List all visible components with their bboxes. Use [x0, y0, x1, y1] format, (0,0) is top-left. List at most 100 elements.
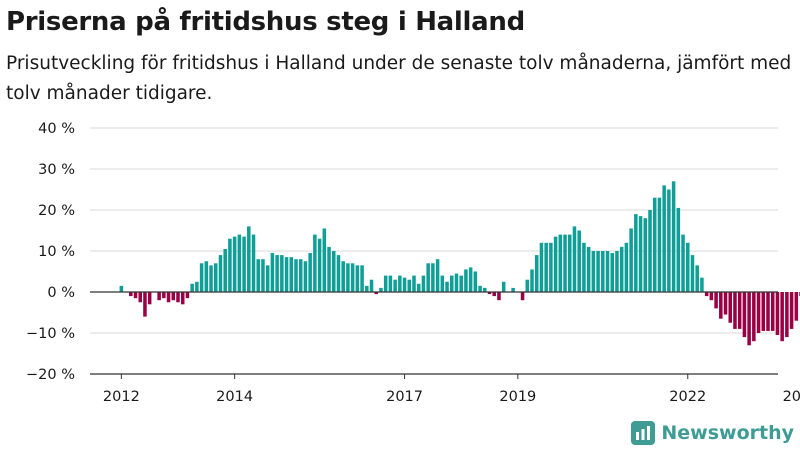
bar	[426, 263, 430, 292]
bar	[398, 275, 402, 292]
bar	[435, 259, 440, 292]
bar	[582, 242, 586, 292]
bar	[525, 279, 530, 292]
bar	[421, 275, 426, 292]
bar	[298, 259, 303, 292]
y-axis-ticks: −20 % −10 % 0 % 10 % 20 % 30 % 40 %	[26, 121, 75, 383]
bar	[601, 251, 605, 292]
bar	[360, 265, 364, 292]
bar	[478, 285, 482, 292]
bar	[619, 246, 624, 292]
y-tick-label: 10 %	[38, 244, 75, 260]
bar	[355, 265, 360, 292]
bar	[214, 263, 218, 292]
bar	[676, 207, 681, 292]
bar	[383, 275, 388, 292]
bar	[752, 292, 756, 342]
bar	[586, 246, 591, 292]
bar	[497, 292, 501, 301]
bar	[147, 292, 152, 305]
bar	[610, 253, 614, 292]
bar	[459, 275, 463, 292]
bar	[402, 277, 407, 292]
bar	[308, 253, 312, 292]
bar	[690, 255, 695, 292]
bar	[162, 292, 166, 299]
y-tick-label: 30 %	[38, 162, 75, 178]
bar	[492, 292, 496, 297]
bar	[176, 292, 180, 303]
bar	[412, 275, 416, 292]
bar	[138, 292, 142, 303]
bar	[704, 292, 709, 297]
bar	[572, 226, 577, 292]
bar	[770, 292, 775, 331]
bar	[468, 267, 473, 292]
bar	[761, 292, 766, 331]
bar	[638, 216, 643, 292]
bar	[483, 287, 487, 292]
bar	[662, 185, 666, 292]
bar	[756, 292, 761, 333]
bar	[445, 281, 449, 292]
bar	[714, 292, 718, 309]
bar	[473, 271, 478, 292]
chart-title: Priserna på fritidshus steg i Halland	[6, 7, 525, 37]
bar	[700, 277, 704, 292]
bar	[629, 228, 633, 292]
bar	[520, 292, 525, 301]
bar	[195, 281, 199, 292]
bar	[223, 248, 227, 292]
bar	[256, 259, 260, 292]
bar	[336, 255, 341, 292]
bar	[129, 292, 133, 297]
x-tick-label: 2012	[103, 389, 140, 405]
bar	[261, 259, 265, 292]
bar	[766, 292, 770, 331]
bar	[596, 251, 600, 292]
bar	[232, 236, 237, 292]
x-tick-label: 2024	[783, 389, 800, 405]
bar	[190, 283, 194, 292]
bar	[648, 210, 652, 292]
bar	[374, 292, 378, 295]
bar	[615, 251, 619, 292]
bar	[450, 275, 454, 292]
bar	[747, 292, 751, 346]
bar	[487, 292, 492, 295]
bar	[275, 255, 279, 292]
bar	[695, 265, 699, 292]
axes	[90, 291, 778, 375]
bar	[780, 292, 784, 342]
x-tick-label: 2019	[499, 389, 536, 405]
bar	[624, 242, 629, 292]
bar	[558, 234, 563, 292]
bar	[501, 281, 506, 292]
bar	[454, 273, 459, 292]
y-tick-label: 40 %	[38, 121, 75, 137]
bar	[605, 251, 610, 292]
bar	[577, 230, 581, 292]
bar	[346, 263, 350, 292]
bar	[643, 218, 648, 292]
bar	[733, 292, 737, 329]
bar	[742, 292, 747, 338]
bar	[440, 275, 445, 292]
bar	[464, 269, 468, 292]
bar	[171, 292, 176, 301]
bar-chart-logo-icon	[631, 421, 656, 445]
bar	[723, 292, 728, 315]
bar	[284, 257, 289, 292]
bar	[119, 285, 124, 292]
bar	[789, 292, 794, 329]
bar	[775, 292, 780, 336]
bar	[341, 261, 345, 292]
bar	[785, 292, 789, 338]
y-tick-label: 0 %	[47, 285, 75, 301]
bar	[709, 292, 714, 301]
bar	[350, 263, 355, 292]
bar	[544, 242, 548, 292]
bar	[530, 269, 534, 292]
bar	[327, 246, 331, 292]
